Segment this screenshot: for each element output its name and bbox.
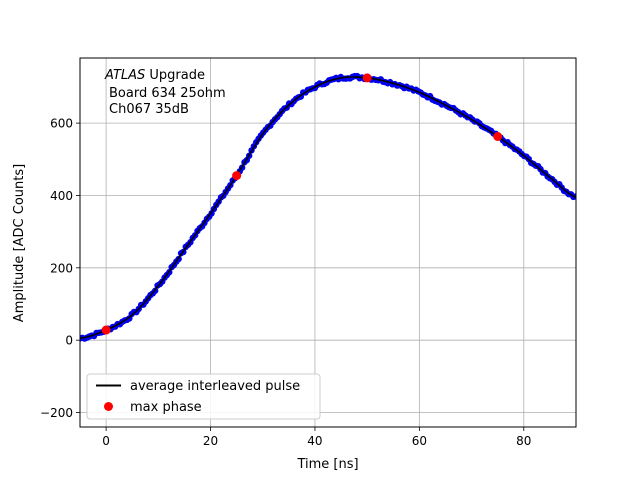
annotation-line-2: Board 634 25ohm [109,86,226,101]
grid [80,58,576,427]
x-tick-label: 20 [203,434,218,448]
max-phase-marker [101,325,111,335]
axes-frame [79,57,577,428]
max-phase-marker [232,171,242,181]
annotation-upgrade: Upgrade [145,68,205,83]
plot-area [80,72,576,342]
legend-label-average: average interleaved pulse [130,379,300,394]
annotation-atlas: ATLAS [104,68,145,83]
plot-series [80,72,576,342]
x-tick-label: 40 [307,434,322,448]
legend-marker-swatch [104,402,113,411]
x-tick-label: 80 [516,434,531,448]
legend-box [86,373,321,420]
average-pulse-line [80,76,576,340]
y-tick-label: 0 [65,334,73,348]
x-axis-label: Time [ns] [296,457,358,472]
annotation-line-1: ATLAS Upgrade [104,68,205,83]
axis-ticks: 0 20 40 60 80 −200 0 200 400 600 [40,117,531,448]
max-phase-marker [493,132,503,142]
annotation-line-3: Ch067 35dB [109,102,189,117]
y-axis-label: Amplitude [ADC Counts] [12,164,27,322]
atlas-annotation: ATLAS Upgrade Board 634 25ohm Ch067 35dB [104,68,226,117]
y-tick-label: 600 [50,117,73,131]
legend-label-max-phase: max phase [130,400,202,415]
y-tick-label: 200 [50,261,73,275]
x-tick-label: 60 [412,434,427,448]
y-tick-label: −200 [40,406,73,420]
y-tick-label: 400 [50,189,73,203]
x-tick-label: 0 [102,434,110,448]
legend: average interleaved pulse max phase [86,373,321,420]
max-phase-marker [362,73,372,83]
